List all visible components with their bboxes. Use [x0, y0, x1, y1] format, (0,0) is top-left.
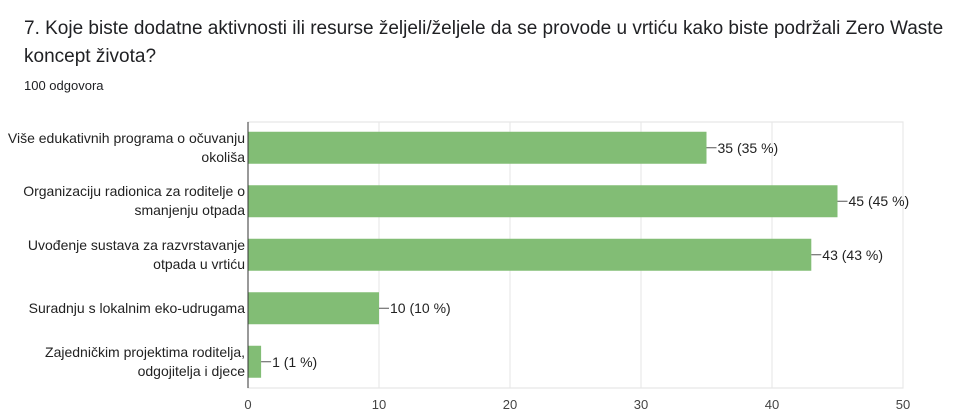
category-label: Suradnju s lokalnim eko-udrugama [28, 299, 245, 316]
x-tick-label: 30 [633, 397, 649, 412]
bar [248, 292, 379, 325]
x-tick-label: 0 [244, 397, 252, 412]
category-label: Više edukativnih programa o očuvanju oko… [7, 129, 245, 165]
question-title: 7. Koje biste dodatne aktivnosti ili res… [24, 18, 944, 67]
bar [248, 345, 262, 378]
bar [248, 238, 812, 271]
x-tick-label: 40 [764, 397, 780, 412]
category-label: Organizaciju radionica za roditelje o sm… [23, 183, 245, 219]
x-tick-label: 20 [502, 397, 518, 412]
bar [248, 131, 707, 164]
bar [248, 185, 838, 218]
value-label: 10 (10 %) [390, 300, 451, 317]
value-label: 35 (35 %) [717, 139, 779, 156]
value-label: 43 (43 %) [822, 246, 883, 263]
x-tick-label: 10 [371, 397, 387, 412]
value-label: 1 (1 %) [272, 353, 318, 370]
x-tick-label: 50 [895, 397, 911, 412]
category-label: Uvođenje sustava za razvrstavanje otpada… [27, 236, 245, 272]
value-label: 45 (45 %) [848, 193, 910, 210]
category-label: Zajedničkim projektima roditelja, odgoji… [45, 343, 245, 379]
response-count: 100 odgovora [24, 78, 104, 93]
